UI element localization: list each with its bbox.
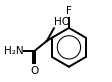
Text: O: O bbox=[30, 66, 38, 76]
Text: F: F bbox=[66, 6, 72, 16]
Text: H₂N: H₂N bbox=[4, 46, 23, 56]
Text: HO: HO bbox=[54, 17, 70, 27]
